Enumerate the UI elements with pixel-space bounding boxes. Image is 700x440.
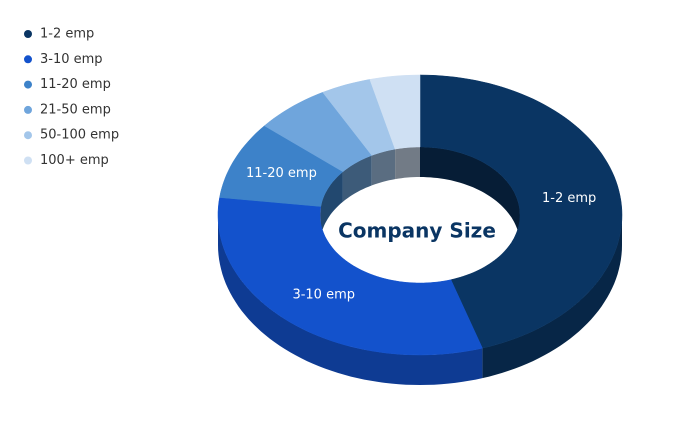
- legend-marker: [24, 80, 32, 89]
- legend-marker: [24, 55, 32, 64]
- slice-inner-side: [342, 155, 372, 202]
- slice-label: 3-10 emp: [292, 288, 355, 303]
- legend-marker: [24, 131, 32, 140]
- legend-label: 11-20 emp: [40, 77, 111, 92]
- chart-title: Company Size: [338, 219, 496, 243]
- legend-marker: [24, 156, 32, 165]
- slice-label: 1-2 emp: [542, 191, 596, 206]
- slices: [217, 74, 623, 356]
- inner-walls: [320, 147, 520, 245]
- legend-marker: [24, 30, 32, 38]
- slice-labels: 1-2 emp 3-10 emp 11-20 emp: [246, 166, 596, 302]
- legend-label: 1-2 emp: [40, 27, 94, 42]
- legend: 1-2 emp 3-10 emp 11-20 emp 21-50 emp 50-100 …: [24, 27, 119, 168]
- slice-inner-side: [371, 149, 396, 186]
- slice-inner-side: [395, 147, 420, 180]
- slice-side: [482, 215, 622, 379]
- slice-label: 11-20 emp: [246, 166, 317, 181]
- outer-walls: [218, 215, 622, 385]
- slice-inner-side: [320, 171, 343, 237]
- legend-marker: [24, 105, 32, 114]
- slice-side: [218, 215, 483, 385]
- legend-label: 21-50 emp: [40, 102, 111, 117]
- legend-label: 50-100 emp: [40, 128, 119, 143]
- legend-label: 3-10 emp: [40, 52, 103, 67]
- legend-label: 100+ emp: [40, 153, 109, 168]
- slice: [369, 74, 421, 150]
- slice-inner-side: [420, 147, 520, 245]
